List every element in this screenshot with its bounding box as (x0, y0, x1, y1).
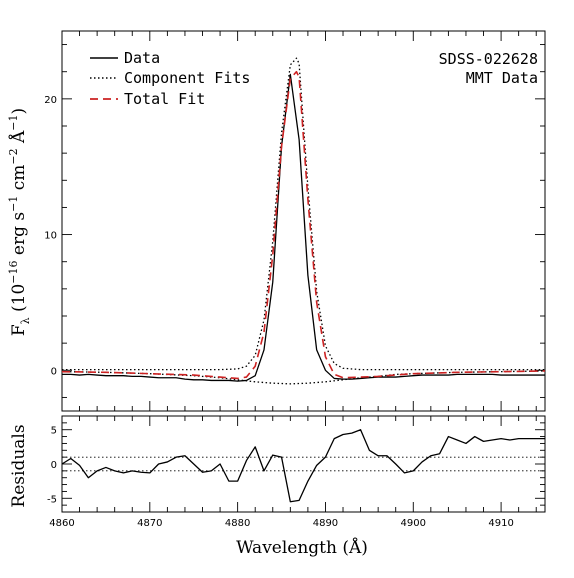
object-name-annotation: SDSS-022628 (439, 50, 538, 68)
residuals-x-tick-label: 4860 (49, 518, 74, 529)
spectrum-y-tick-label: 20 (44, 95, 57, 106)
residuals-x-tick-label: 4880 (225, 518, 250, 529)
residuals-panel: -5 0 5 4860 4870 4880 4890 4900 4910 (47, 415, 546, 529)
spectrum-series-3 (62, 70, 545, 380)
instrument-annotation: MMT Data (466, 69, 538, 87)
x-axis-title: Wavelength (Å) (236, 537, 368, 558)
legend-label-total-fit: Total Fit (124, 90, 205, 108)
spectrum-frame (61, 30, 546, 412)
residuals-y-tick-label: 5 (51, 426, 57, 437)
spectrum-series-0 (62, 73, 545, 382)
spectrum-y-tick-label: 0 (51, 366, 57, 377)
residuals-y-tick-label: -5 (47, 494, 57, 505)
legend-label-data: Data (124, 49, 160, 67)
residuals-x-tick-label: 4900 (401, 518, 426, 529)
residuals-frame (61, 415, 546, 513)
spectrum-series-1 (62, 57, 545, 371)
spectrum-y-tick-label: 10 (44, 231, 57, 242)
legend-label-component-fits: Component Fits (124, 69, 250, 87)
legend: Data Component Fits Total Fit (90, 49, 250, 108)
residuals-series-0 (62, 429, 545, 503)
spectrum-panel: 0 10 20 (44, 30, 546, 412)
y-axis-title-flux: Fλ (10−16 erg s−1 cm−2 Å−1) (7, 108, 32, 336)
residuals-x-tick-label: 4870 (137, 518, 162, 529)
residuals-x-tick-label: 4910 (488, 518, 513, 529)
residuals-x-tick-label: 4890 (313, 518, 338, 529)
y-axis-title-residuals: Residuals (9, 424, 29, 507)
residuals-y-tick-label: 0 (51, 460, 57, 471)
